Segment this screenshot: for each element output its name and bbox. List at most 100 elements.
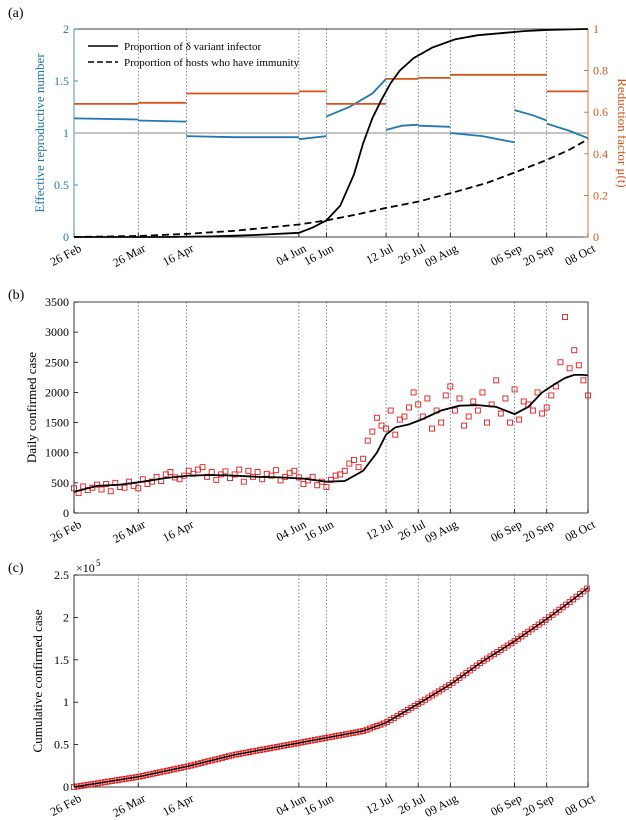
y-tick-label: 3500 xyxy=(45,295,69,309)
y-exponent-power: 5 xyxy=(96,558,101,568)
data-point xyxy=(401,413,408,420)
x-tick-label: 20 Sep xyxy=(521,241,557,269)
series-immunity-proportion xyxy=(73,138,589,238)
data-point xyxy=(378,422,385,429)
data-point xyxy=(583,585,590,592)
y-tick-label: 0.8 xyxy=(593,64,608,78)
data-point xyxy=(236,466,243,473)
data-point xyxy=(502,395,509,402)
y-tick-label: 2000 xyxy=(45,385,69,399)
series-effective-reproductive-number xyxy=(298,135,327,141)
data-point xyxy=(369,428,376,435)
data-point xyxy=(272,467,279,474)
data-point xyxy=(373,722,380,729)
data-point xyxy=(424,395,431,402)
x-tick-label: 16 Apr xyxy=(160,517,196,545)
data-point xyxy=(337,471,344,478)
data-point xyxy=(314,482,321,489)
data-point xyxy=(411,702,418,709)
legend-label-immunity: Proportion of hosts who have immunity xyxy=(124,57,300,69)
data-point xyxy=(392,431,399,438)
data-point xyxy=(377,721,384,728)
x-tick-label: 26 Jul xyxy=(396,791,429,817)
data-point xyxy=(383,425,390,432)
series-effective-reproductive-number xyxy=(73,117,139,121)
series-effective-reproductive-number xyxy=(186,135,299,139)
y-axis-label: Daily confirmed case xyxy=(24,352,39,463)
data-point xyxy=(387,407,394,414)
data-point xyxy=(575,362,582,369)
x-tick-label: 26 Feb xyxy=(48,791,84,819)
y-tick-label: 1 xyxy=(63,695,69,709)
y-tick-label: 0 xyxy=(63,230,69,244)
y-tick-label: 2500 xyxy=(45,355,69,369)
data-point xyxy=(438,419,445,426)
x-tick-label: 16 Jun xyxy=(301,241,336,268)
data-point xyxy=(231,471,238,478)
data-point xyxy=(529,407,536,414)
data-point xyxy=(548,392,555,399)
y-tick-label: 500 xyxy=(51,476,69,490)
data-point xyxy=(520,398,527,405)
data-point xyxy=(71,485,77,492)
x-tick-label: 09 Aug xyxy=(422,791,459,820)
data-point xyxy=(245,467,252,474)
x-tick-label: 12 Jul xyxy=(363,241,396,267)
data-point xyxy=(406,404,412,411)
y-tick-label: 0.5 xyxy=(54,738,69,752)
data-point xyxy=(300,481,307,488)
data-point xyxy=(396,416,403,423)
y-tick-label: 1000 xyxy=(45,446,69,460)
data-point xyxy=(543,404,550,411)
y-tick-label: 1.5 xyxy=(54,74,69,88)
data-point xyxy=(370,724,377,731)
data-point xyxy=(103,481,110,488)
data-point xyxy=(107,488,114,495)
x-tick-label: 08 Oct xyxy=(562,791,598,819)
trend-line xyxy=(73,374,589,493)
x-tick-label: 26 Mar xyxy=(110,791,147,820)
y-tick-label: 2.5 xyxy=(54,568,69,582)
data-point xyxy=(268,472,275,479)
series-effective-reproductive-number xyxy=(418,124,451,128)
data-point xyxy=(364,437,371,444)
data-point xyxy=(484,419,490,426)
data-point xyxy=(580,377,587,384)
y-tick-label: 1500 xyxy=(45,416,69,430)
x-tick-label: 09 Aug xyxy=(422,517,459,546)
data-point xyxy=(401,708,408,715)
series-delta-proportion xyxy=(74,28,589,238)
data-point xyxy=(470,398,477,405)
data-point xyxy=(451,407,458,414)
series-effective-reproductive-number xyxy=(546,122,589,140)
y-axis-label: Effective reproductive number xyxy=(32,53,47,213)
data-point xyxy=(213,476,220,483)
data-point xyxy=(585,392,591,399)
y-tick-label: 0.2 xyxy=(593,188,608,202)
data-point xyxy=(516,416,523,423)
x-tick-label: 26 Mar xyxy=(110,241,147,270)
x-tick-label: 08 Oct xyxy=(562,241,598,269)
data-point xyxy=(539,410,546,417)
x-tick-label: 06 Sep xyxy=(488,791,524,819)
data-point xyxy=(408,704,415,711)
x-tick-label: 06 Sep xyxy=(488,241,524,269)
data-point xyxy=(98,486,105,493)
data-point xyxy=(566,365,573,372)
data-point xyxy=(456,395,463,402)
y-exponent: ×10 xyxy=(76,561,95,575)
data-point xyxy=(93,481,100,488)
x-tick-label: 26 Feb xyxy=(48,517,84,545)
x-tick-label: 08 Oct xyxy=(562,517,598,545)
y-tick-label: 0 xyxy=(63,506,69,520)
data-point xyxy=(410,389,417,396)
panel-label: (a) xyxy=(8,6,24,21)
x-tick-label: 12 Jul xyxy=(363,791,396,817)
data-point xyxy=(323,484,330,491)
data-point xyxy=(511,386,518,393)
x-tick-label: 16 Apr xyxy=(160,241,196,269)
data-point xyxy=(465,413,472,420)
x-tick-label: 20 Sep xyxy=(521,517,557,545)
